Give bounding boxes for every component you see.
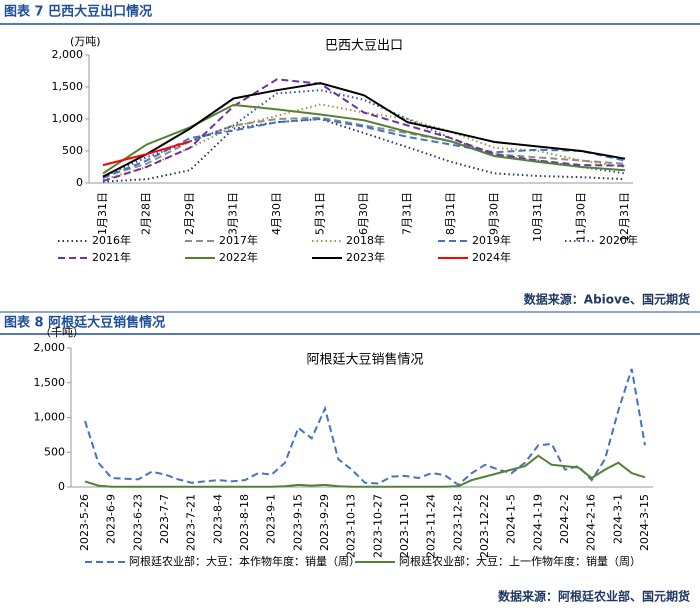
- chart-title: 阿根廷大豆销售情况: [306, 352, 423, 368]
- y-unit: （千吨）: [40, 326, 84, 339]
- figure-caption: 图表 8 阿根廷大豆销售情况: [4, 315, 165, 331]
- x-tick-label: 2023-8-18: [238, 494, 251, 551]
- x-tick-label: 2月28日: [140, 192, 153, 235]
- series-line: [84, 368, 646, 487]
- legend-label: 阿根廷农业部：大豆：上一作物年度：销量（周）: [399, 554, 641, 568]
- y-tick-label: 1,500: [34, 376, 66, 389]
- series-line: [84, 454, 646, 488]
- x-tick-label: 2023-10-13: [345, 494, 358, 558]
- x-tick-label: 2023-5-26: [78, 494, 91, 551]
- series-line: [102, 103, 626, 175]
- x-tick-label: 11月30日: [575, 192, 588, 242]
- y-tick-label: 2,000: [52, 48, 84, 61]
- x-tick-label: 2024-3-15: [638, 494, 651, 551]
- x-tick-label: 10月31日: [531, 192, 544, 242]
- x-tick-label: 7月31日: [401, 192, 414, 235]
- x-tick-label: 6月30日: [357, 192, 370, 235]
- source-note: 数据来源：阿根廷农业部、国元期货: [498, 589, 690, 604]
- series-line: [102, 89, 626, 178]
- legend-label: 2017年: [219, 233, 258, 247]
- y-tick-label: 1,500: [52, 80, 84, 93]
- legend-label: 2024年: [472, 250, 511, 264]
- x-tick-label: 2023-9-1: [265, 494, 278, 544]
- x-tick-label: 8月31日: [444, 192, 457, 235]
- x-tick-label: 2024-2-2: [558, 494, 571, 544]
- x-tick-label: 2023-7-7: [158, 494, 171, 544]
- x-tick-label: 2024-1-5: [505, 494, 518, 544]
- y-tick-label: 500: [44, 445, 65, 458]
- x-tick-label: 2024-1-19: [531, 494, 544, 551]
- legend-label: 2022年: [219, 250, 258, 264]
- series-line: [102, 103, 626, 181]
- series-line: [102, 78, 626, 183]
- x-tick-label: 1月31日: [96, 192, 109, 235]
- legend-label: 2021年: [92, 250, 131, 264]
- chart-title: 巴西大豆出口: [325, 39, 403, 54]
- y-unit: (万吨): [70, 35, 101, 48]
- figure-caption: 图表 7 巴西大豆出口情况: [4, 4, 152, 20]
- y-tick-label: 1,000: [52, 112, 84, 125]
- x-tick-label: 2023-6-23: [131, 494, 144, 551]
- y-tick-label: 2,000: [34, 341, 66, 354]
- x-tick-label: 2023-10-27: [371, 494, 384, 558]
- x-tick-label: 2024-2-16: [585, 494, 598, 551]
- source-note: 数据来源：Abiove、国元期货: [524, 292, 690, 307]
- y-tick-label: 0: [58, 480, 65, 493]
- y-tick-label: 500: [62, 144, 83, 157]
- legend-label: 2016年: [92, 233, 131, 247]
- legend-label: 阿根廷农业部：大豆：本作物年度：销量（周）: [129, 554, 360, 568]
- legend-label: 2019年: [472, 233, 511, 247]
- y-tick-label: 0: [76, 176, 83, 189]
- legend-label: 2018年: [346, 233, 385, 247]
- x-tick-label: 2023-12-8: [451, 494, 464, 551]
- legend-label: 2020年: [599, 233, 638, 247]
- x-tick-label: 2023-8-4: [211, 494, 224, 544]
- x-tick-label: 2023-6-9: [105, 494, 118, 544]
- x-tick-label: 12月31日: [618, 192, 631, 242]
- x-tick-label: 2023-7-21: [185, 494, 198, 551]
- x-tick-label: 9月30日: [488, 192, 501, 235]
- x-tick-label: 4月30日: [270, 192, 283, 235]
- x-tick-label: 2023-12-22: [478, 494, 491, 558]
- series-line: [102, 140, 191, 167]
- x-tick-label: 2024-3-1: [611, 494, 624, 544]
- x-tick-label: 2月29日: [183, 192, 196, 235]
- series-line: [102, 117, 626, 179]
- legend-label: 2023年: [346, 250, 385, 264]
- x-tick-label: 5月31日: [314, 192, 327, 235]
- x-tick-label: 2023-9-29: [318, 494, 331, 551]
- y-tick-label: 1,000: [34, 411, 66, 424]
- x-tick-label: 2023-11-24: [425, 494, 438, 558]
- x-tick-label: 2023-11-10: [398, 494, 411, 558]
- x-tick-label: 3月31日: [227, 192, 240, 235]
- x-tick-label: 2023-9-15: [291, 494, 304, 551]
- series-line: [102, 82, 626, 178]
